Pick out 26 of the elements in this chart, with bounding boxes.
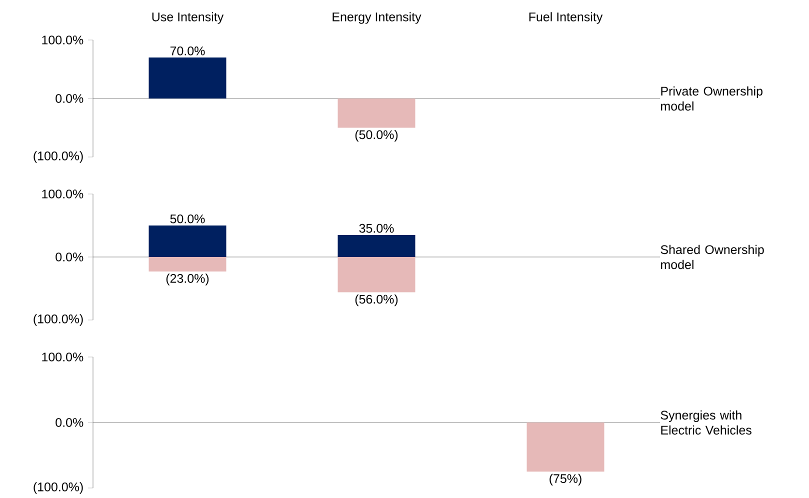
y-tick-label: 100.0% <box>42 190 84 198</box>
x-tick-label: Energy Intensity <box>332 12 422 24</box>
y-tick-label: (100.0%) <box>34 314 83 326</box>
y-tick-label: 100.0% <box>42 352 84 362</box>
bar <box>338 234 416 257</box>
y-tick-label: 0.0% <box>56 252 84 262</box>
data-label: 35.0% <box>359 224 394 233</box>
bar <box>338 256 416 292</box>
y-tick-label: 100.0% <box>42 36 84 44</box>
x-tick-label: Fuel Intensity <box>529 12 603 24</box>
y-tick-label: 0.0% <box>56 94 84 103</box>
text: Synergies with Electric Vehicles <box>660 410 752 435</box>
y-tick-label: (100.0%) <box>34 482 83 494</box>
text: Shared Ownership model <box>660 244 764 270</box>
data-label: 50.0% <box>170 214 205 224</box>
data-label: 70.0% <box>170 46 205 56</box>
y-tick-label: (100.0%) <box>34 151 83 163</box>
bar <box>148 225 226 257</box>
data-label: (56.0%) <box>355 294 398 306</box>
data-label: (75%) <box>550 474 582 486</box>
x-tick-label: Use Intensity <box>152 12 224 24</box>
text: Private Ownership model <box>661 86 762 111</box>
data-label: (50.0%) <box>355 130 398 142</box>
y-tick-label: 0.0% <box>56 418 84 427</box>
data-label: (23.0%) <box>166 274 209 286</box>
bar <box>148 256 226 272</box>
